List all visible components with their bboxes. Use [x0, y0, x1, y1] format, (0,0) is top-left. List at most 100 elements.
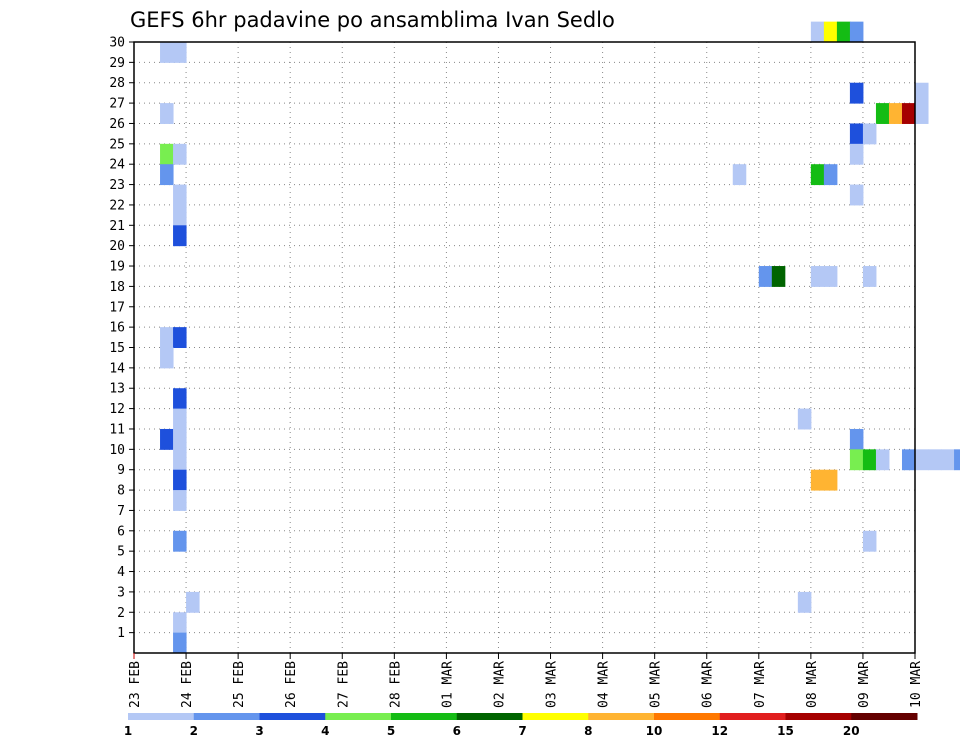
precip-cell: [901, 449, 916, 471]
y-tick-label: 23: [109, 178, 125, 193]
y-tick-label: 14: [109, 361, 125, 376]
legend-swatch: [325, 713, 392, 720]
precip-cell: [758, 266, 773, 287]
x-tick-label: 06 MAR: [701, 661, 716, 708]
precip-cell: [928, 449, 942, 471]
color-legend: 1 2 3 4 5 6 7 8 10 12 15 20: [124, 713, 918, 738]
y-tick-label: 6: [117, 524, 125, 539]
legend-label: 7: [518, 724, 526, 738]
legend-label: 10: [646, 724, 663, 738]
legend-label: 2: [190, 724, 198, 738]
x-tick-label: 24 FEB: [180, 661, 195, 708]
x-tick-label: 25 FEB: [232, 661, 247, 708]
precip-cell: [173, 184, 187, 206]
precip-cell: [160, 347, 174, 369]
precip-cell: [888, 103, 903, 124]
y-tick-label: 25: [109, 137, 125, 152]
legend-label: 3: [255, 724, 263, 738]
legend-swatch: [128, 713, 195, 720]
legend-swatch: [456, 713, 523, 720]
legend-label: 1: [124, 724, 132, 738]
y-tick-label: 21: [109, 219, 125, 234]
y-tick-label: 24: [109, 158, 125, 173]
legend-label: 8: [584, 724, 592, 738]
y-tick-label: 30: [109, 36, 125, 51]
y-tick-label: 2: [117, 606, 125, 621]
precip-cell: [173, 327, 187, 348]
precip-cell: [160, 428, 174, 450]
precip-cell: [849, 123, 864, 145]
precip-cell: [849, 82, 864, 104]
legend-swatch: [588, 713, 655, 720]
precip-cell: [849, 143, 864, 165]
y-tick-label: 11: [109, 422, 125, 437]
precip-cell: [173, 449, 187, 471]
y-tick-label: 27: [109, 97, 125, 112]
precip-cell: [810, 266, 825, 287]
precip-cell: [810, 469, 825, 491]
precip-cell: [915, 82, 929, 104]
precip-cell: [173, 530, 187, 552]
legend-swatch: [391, 713, 458, 720]
precip-cell: [862, 449, 877, 471]
y-tick-label: 4: [117, 565, 125, 580]
precip-cell: [771, 266, 786, 287]
x-tick-label: 09 MAR: [857, 661, 872, 708]
precip-cell: [173, 428, 187, 450]
precip-cell: [173, 143, 187, 165]
x-tick-label: 05 MAR: [649, 661, 664, 708]
precip-cell: [160, 164, 174, 186]
precip-cell: [915, 449, 929, 471]
precip-cell: [173, 490, 187, 511]
y-axis: 1234567891011121314151617181920212223242…: [109, 36, 134, 641]
x-tick-label: 03 MAR: [545, 661, 560, 708]
precip-cell: [732, 164, 747, 186]
precip-cell: [823, 21, 838, 43]
legend-swatch: [851, 713, 918, 720]
legend-swatch: [719, 713, 786, 720]
precip-cell: [186, 591, 200, 613]
precip-cell: [173, 225, 187, 247]
precip-cell: [875, 103, 890, 124]
x-tick-label: 27 FEB: [336, 661, 351, 708]
precip-cell: [160, 103, 174, 124]
x-tick-label: 26 FEB: [284, 661, 299, 708]
y-tick-label: 29: [109, 56, 125, 71]
precip-cell: [797, 591, 812, 613]
y-tick-label: 26: [109, 117, 125, 132]
y-tick-label: 5: [117, 545, 125, 560]
legend-swatch: [193, 713, 260, 720]
precip-cell: [836, 21, 851, 43]
x-tick-label: 10 MAR: [909, 661, 924, 708]
precip-cell: [160, 143, 174, 165]
grid-lines: [134, 41, 915, 653]
precip-cell: [173, 408, 187, 430]
precip-cell: [173, 612, 187, 634]
y-tick-label: 7: [117, 504, 125, 519]
precip-cell: [941, 449, 955, 471]
precip-cell: [173, 42, 187, 63]
precip-cell: [954, 449, 960, 471]
chart-title: GEFS 6hr padavine po ansamblima Ivan Sed…: [130, 8, 615, 32]
legend-label: 15: [777, 724, 794, 738]
x-tick-label: 02 MAR: [492, 661, 507, 708]
precip-cell: [901, 103, 916, 124]
y-tick-label: 1: [117, 626, 125, 641]
y-tick-label: 28: [109, 76, 125, 91]
precip-cell: [849, 428, 864, 450]
legend-label: 6: [453, 724, 461, 738]
precip-cell: [875, 449, 890, 471]
y-tick-label: 15: [109, 341, 125, 356]
precip-cell: [849, 184, 864, 206]
y-tick-label: 8: [117, 484, 125, 499]
y-tick-label: 9: [117, 463, 125, 478]
legend-label: 4: [321, 724, 329, 738]
x-tick-label: 01 MAR: [440, 661, 455, 708]
precip-cell: [823, 164, 838, 186]
precip-cell: [915, 103, 929, 124]
legend-swatch: [785, 713, 852, 720]
y-tick-label: 19: [109, 260, 125, 275]
y-tick-label: 22: [109, 198, 125, 213]
x-tick-label: 23 FEB: [128, 661, 143, 708]
